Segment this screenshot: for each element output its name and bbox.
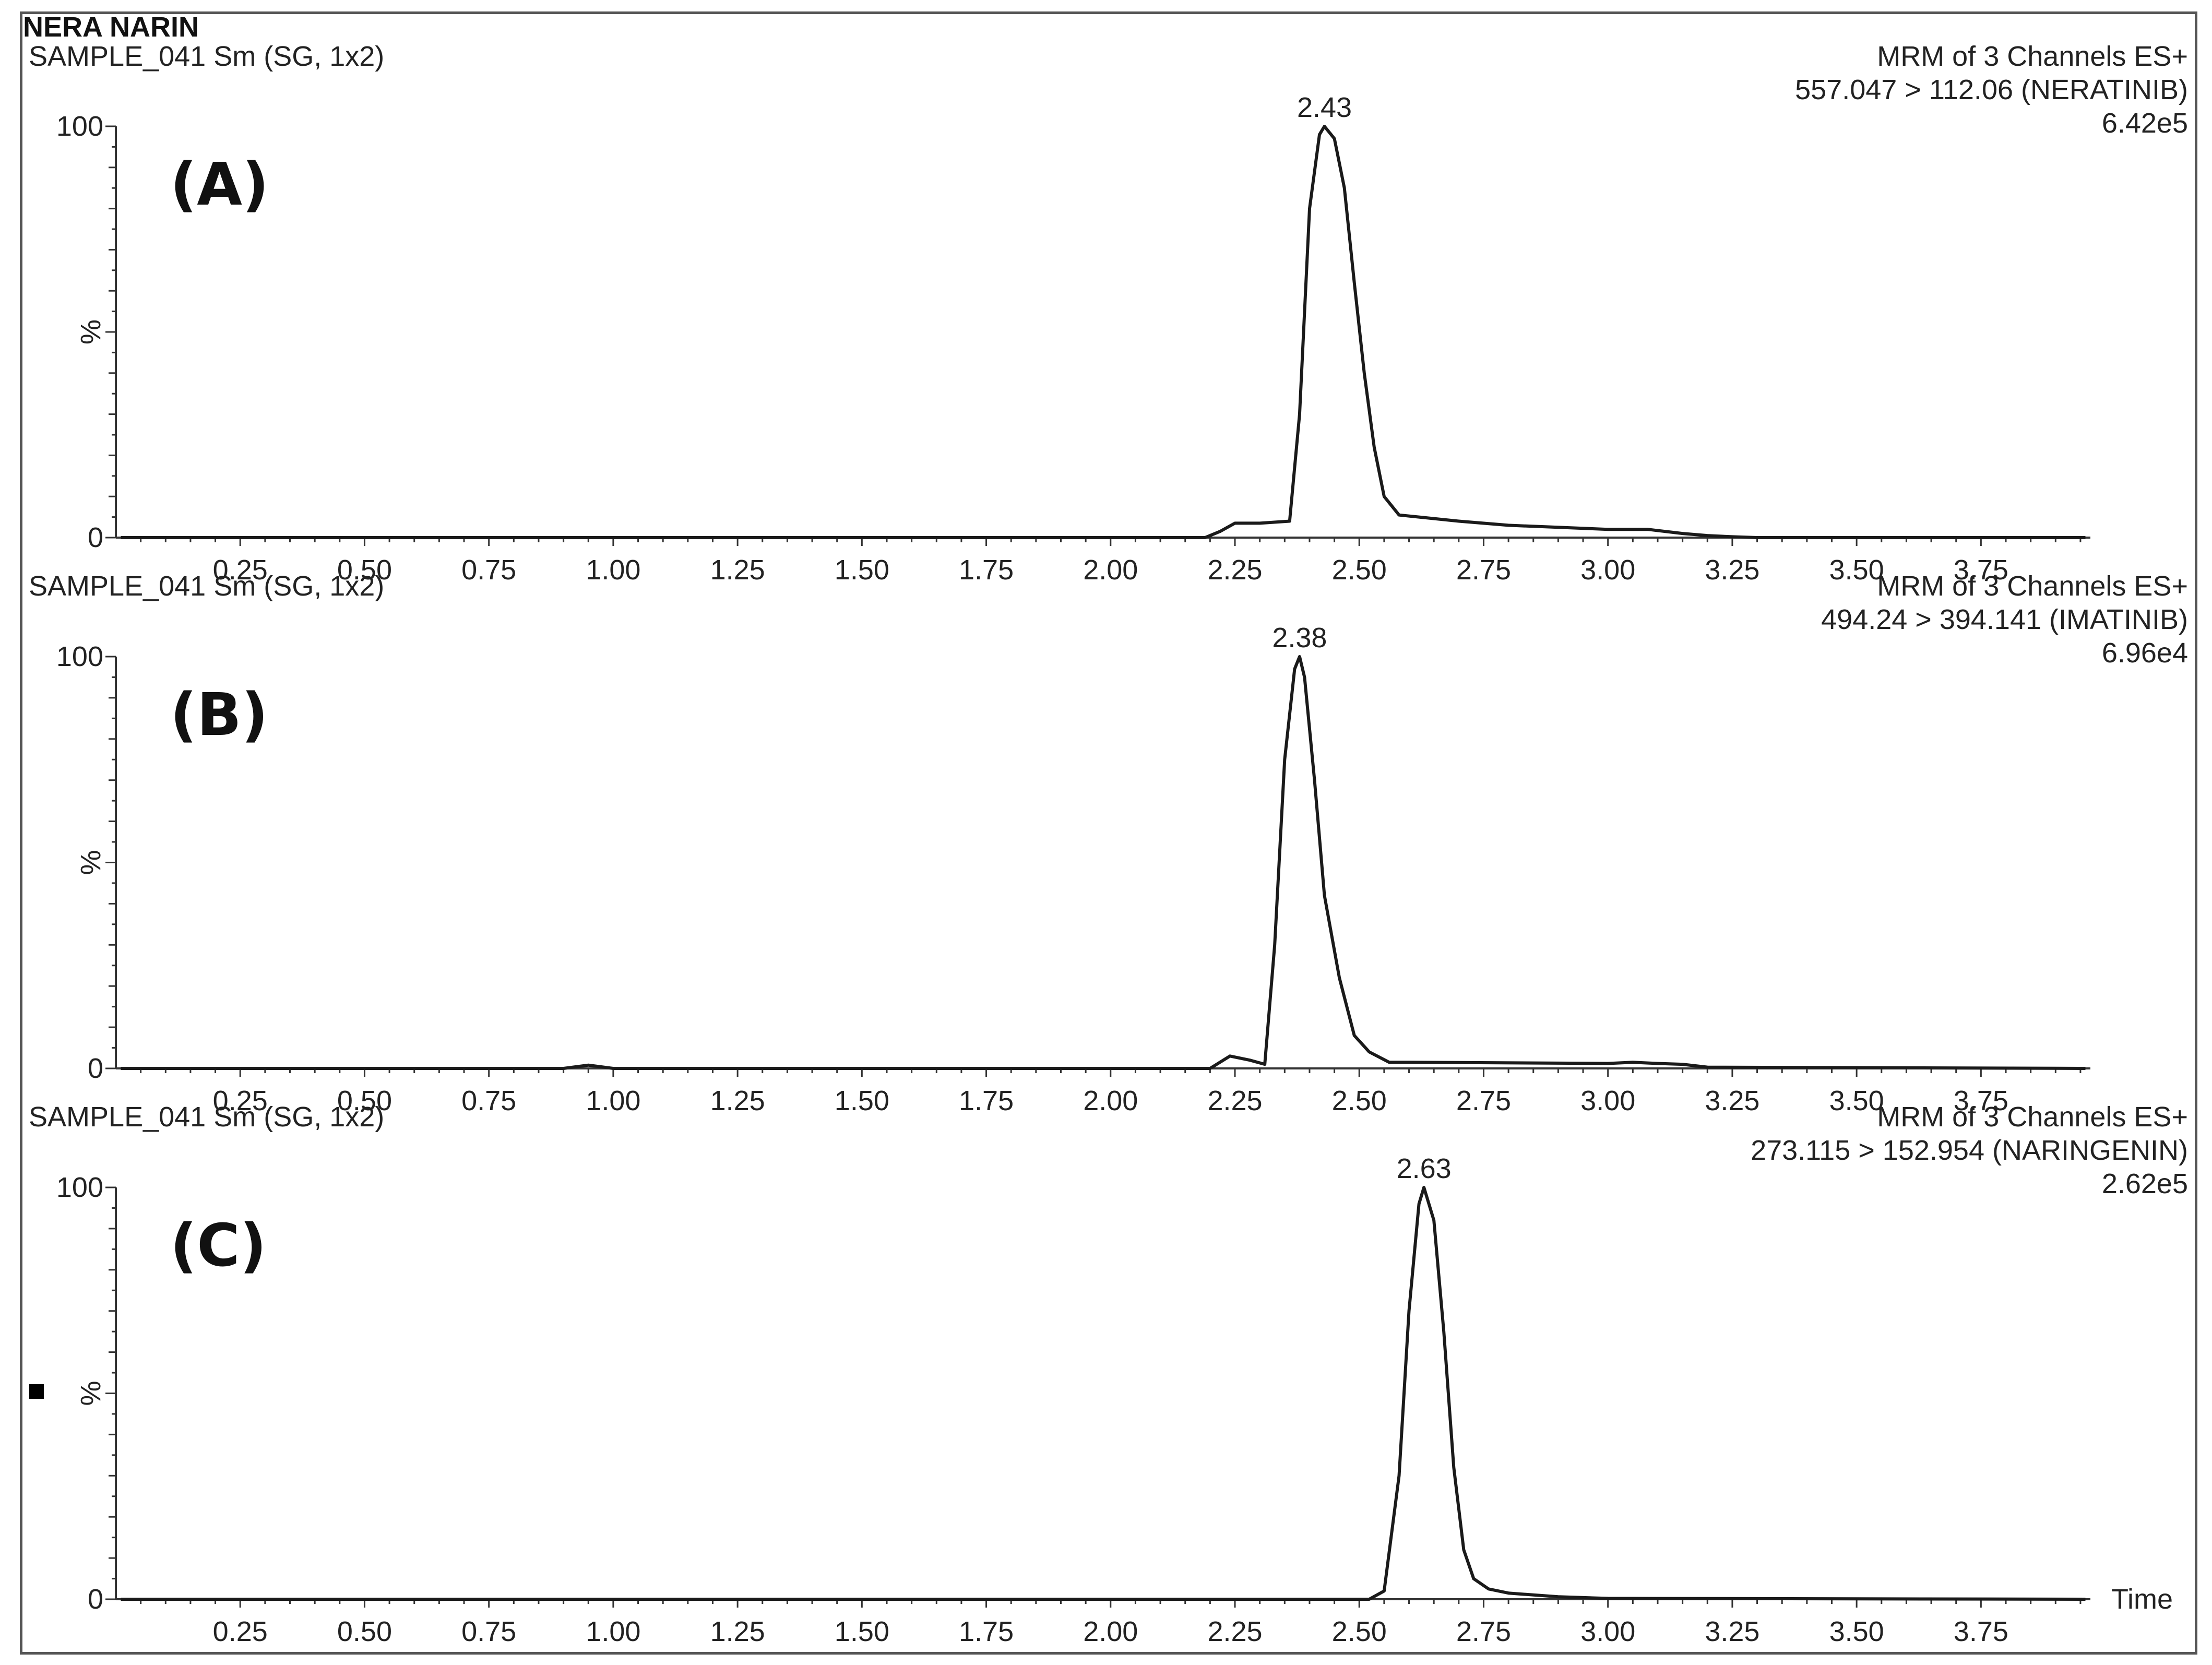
x-tick-label: 1.50 bbox=[835, 554, 889, 586]
x-tick-label: 1.25 bbox=[710, 554, 765, 586]
peak-label: 2.43 bbox=[1297, 92, 1352, 123]
peak-label: 2.63 bbox=[1397, 1153, 1452, 1184]
y-tick-label: 0 bbox=[88, 522, 103, 553]
x-tick-label: 3.00 bbox=[1580, 1085, 1635, 1116]
x-tick-label: 0.75 bbox=[461, 554, 516, 586]
header-right-line-3: 6.42e5 bbox=[2102, 108, 2188, 139]
chart-panel-c: SAMPLE_041 Sm (SG, 1x2) MRM of 3 Channels… bbox=[29, 1101, 2188, 1647]
chromatogram-trace bbox=[121, 1186, 2086, 1601]
header-right-line-3: 2.62e5 bbox=[2102, 1168, 2188, 1199]
y-axis-label: % bbox=[75, 1381, 106, 1406]
x-tick-label: 2.50 bbox=[1332, 1616, 1387, 1647]
x-tick-label: 1.25 bbox=[710, 1616, 765, 1647]
chromatogram-trace bbox=[121, 125, 2086, 539]
black-square-marker bbox=[29, 1384, 44, 1399]
x-tick-label: 2.00 bbox=[1083, 554, 1138, 586]
x-tick-label: 0.50 bbox=[337, 1616, 392, 1647]
y-tick-label: 100 bbox=[56, 111, 103, 142]
x-tick-label: 2.75 bbox=[1456, 554, 1511, 586]
y-axis-label: % bbox=[75, 319, 106, 344]
x-tick-label: 0.50 bbox=[337, 554, 392, 586]
x-tick-label: 3.25 bbox=[1705, 1616, 1759, 1647]
panel-letter: (C) bbox=[170, 1212, 267, 1280]
sample-label: SAMPLE_041 Sm (SG, 1x2) bbox=[29, 570, 384, 602]
x-tick-label: 2.25 bbox=[1207, 1085, 1262, 1116]
y-tick-label: 0 bbox=[88, 1053, 103, 1084]
x-tick-label: 1.50 bbox=[835, 1616, 889, 1647]
header-right-line-2: 557.047 > 112.06 (NERATINIB) bbox=[1795, 74, 2188, 105]
sample-label: SAMPLE_041 Sm (SG, 1x2) bbox=[29, 41, 384, 72]
x-tick-label: 1.50 bbox=[835, 1085, 889, 1116]
x-tick-label: 2.25 bbox=[1207, 554, 1262, 586]
x-tick-label: 3.50 bbox=[1829, 554, 1884, 586]
x-tick-label: 2.00 bbox=[1083, 1616, 1138, 1647]
x-tick-label: 3.50 bbox=[1829, 1616, 1884, 1647]
x-tick-label: 0.50 bbox=[337, 1085, 392, 1116]
header-right-line-2: 273.115 > 152.954 (NARINGENIN) bbox=[1751, 1135, 2188, 1166]
x-tick-label: 2.75 bbox=[1456, 1085, 1511, 1116]
peak-label: 2.38 bbox=[1272, 622, 1327, 653]
figure-frame bbox=[20, 11, 2197, 1655]
x-tick-label: 3.50 bbox=[1829, 1085, 1884, 1116]
chart-panel-b: SAMPLE_041 Sm (SG, 1x2) MRM of 3 Channels… bbox=[29, 570, 2188, 1116]
x-tick-label: 3.00 bbox=[1580, 554, 1635, 586]
x-tick-label: 3.75 bbox=[1954, 554, 2008, 586]
x-tick-label: 2.25 bbox=[1207, 1616, 1262, 1647]
y-tick-label: 0 bbox=[88, 1584, 103, 1615]
x-tick-label: 3.00 bbox=[1580, 1616, 1635, 1647]
x-tick-label: 1.00 bbox=[586, 554, 640, 586]
x-tick-label: 3.25 bbox=[1705, 554, 1759, 586]
x-tick-label: 0.75 bbox=[461, 1085, 516, 1116]
x-tick-label: 1.75 bbox=[959, 1085, 1014, 1116]
x-tick-label: 0.25 bbox=[213, 1616, 268, 1647]
x-tick-label: 2.00 bbox=[1083, 1085, 1138, 1116]
figure-title: NERA NARIN bbox=[23, 11, 199, 43]
chart-panel-a: SAMPLE_041 Sm (SG, 1x2) MRM of 3 Channels… bbox=[29, 41, 2188, 586]
panel-letter: (A) bbox=[170, 151, 269, 219]
x-tick-label: 2.50 bbox=[1332, 1085, 1387, 1116]
y-tick-label: 100 bbox=[56, 641, 103, 672]
x-tick-label: 3.25 bbox=[1705, 1085, 1759, 1116]
x-tick-label: 0.25 bbox=[213, 1085, 268, 1116]
x-tick-label: 0.25 bbox=[213, 554, 268, 586]
sample-label: SAMPLE_041 Sm (SG, 1x2) bbox=[29, 1101, 384, 1133]
header-right-line-1: MRM of 3 Channels ES+ bbox=[1877, 1101, 2188, 1133]
x-tick-label: 1.75 bbox=[959, 554, 1014, 586]
x-tick-label: 2.50 bbox=[1332, 554, 1387, 586]
header-right-line-1: MRM of 3 Channels ES+ bbox=[1877, 570, 2188, 602]
y-axis-label: % bbox=[75, 850, 106, 875]
x-tick-label: 3.75 bbox=[1954, 1616, 2008, 1647]
x-tick-label: 1.75 bbox=[959, 1616, 1014, 1647]
header-right-line-2: 494.24 > 394.141 (IMATINIB) bbox=[1821, 604, 2188, 635]
x-tick-label: 3.75 bbox=[1954, 1085, 2008, 1116]
x-axis-label: Time bbox=[2111, 1584, 2173, 1615]
x-tick-label: 1.00 bbox=[586, 1616, 640, 1647]
x-tick-label: 2.75 bbox=[1456, 1616, 1511, 1647]
x-tick-label: 0.75 bbox=[461, 1616, 516, 1647]
chromatogram-trace bbox=[121, 655, 2086, 1070]
header-right-line-1: MRM of 3 Channels ES+ bbox=[1877, 41, 2188, 72]
header-right-line-3: 6.96e4 bbox=[2102, 637, 2188, 669]
y-tick-label: 100 bbox=[56, 1172, 103, 1203]
x-tick-label: 1.00 bbox=[586, 1085, 640, 1116]
panel-letter: (B) bbox=[170, 681, 268, 749]
x-tick-label: 1.25 bbox=[710, 1085, 765, 1116]
